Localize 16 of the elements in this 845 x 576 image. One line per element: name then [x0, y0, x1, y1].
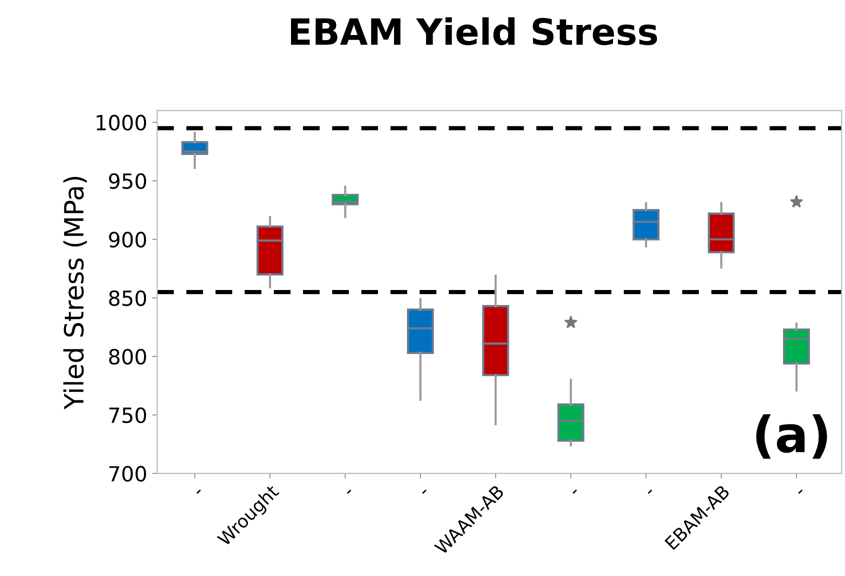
x-tick-label: -	[572, 490, 577, 494]
chart-title: EBAM Yield Stress	[291, 17, 657, 46]
x-tick-label: -	[196, 490, 201, 494]
y-tick-label: 1000	[96, 114, 146, 131]
y-tick-label: 800	[109, 348, 146, 365]
x-tick-label: -	[422, 490, 427, 494]
x-tick-label: -	[798, 490, 803, 494]
y-tick-label: 950	[108, 173, 146, 190]
x-tick-label: -	[648, 490, 652, 494]
y-tick-label: 700	[109, 466, 146, 482]
y-tick-label: 850	[109, 290, 146, 306]
y-tick-label: 750	[109, 407, 146, 424]
y-axis-title: Yiled Stress (MPa)	[63, 176, 87, 410]
y-tick-label: 900	[108, 232, 146, 248]
x-tick-label: -	[346, 490, 352, 494]
annotation: (a)	[756, 414, 828, 459]
